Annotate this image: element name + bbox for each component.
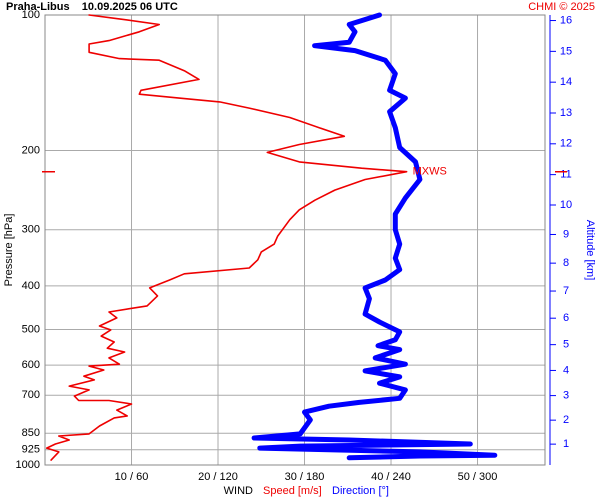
y2-tick-label: 6 xyxy=(563,312,569,324)
x-tick-label: 20 / 120 xyxy=(198,471,238,483)
y-tick-label: 400 xyxy=(22,280,40,292)
credit: CHMI © 2025 xyxy=(528,1,595,13)
y2-tick-label: 3 xyxy=(563,390,569,402)
x-tick-label: 10 / 60 xyxy=(115,471,149,483)
y-tick-label: 925 xyxy=(22,444,40,456)
y2-tick-label: 11 xyxy=(560,169,571,181)
chart-title: Praha-Libus 10.09.2025 06 UTC xyxy=(6,1,178,13)
y2-tick-label: 7 xyxy=(563,285,569,297)
legend-entry: Direction [°] xyxy=(332,485,389,497)
y2-tick-label: 5 xyxy=(563,339,569,351)
y2-tick-label: 2 xyxy=(563,414,569,426)
y2-tick-label: 4 xyxy=(563,364,569,376)
plot-frame xyxy=(44,14,546,466)
y-tick-label: 300 xyxy=(22,224,40,236)
series-line xyxy=(45,14,408,461)
x-tick-label: 30 / 180 xyxy=(285,471,325,483)
y2-tick-label: 9 xyxy=(563,228,569,240)
y2-tick-label: 13 xyxy=(560,107,572,119)
series-line xyxy=(251,12,498,461)
y-axis-label: Pressure [hPa] xyxy=(3,214,15,287)
y2-tick-label: 12 xyxy=(560,138,572,150)
y2-axis-label: Altitude [km] xyxy=(584,220,596,281)
y2-tick-label: 8 xyxy=(563,257,569,269)
x-tick-label: 50 / 300 xyxy=(458,471,498,483)
y2-tick-label: 10 xyxy=(560,199,572,211)
x-axis-label: WIND xyxy=(224,485,253,497)
legend-entry: Speed [m/s] xyxy=(263,485,322,497)
y-tick-label: 500 xyxy=(22,323,40,335)
y2-tick-label: 14 xyxy=(560,76,572,88)
y-tick-label: 850 xyxy=(22,427,40,439)
y-tick-label: 600 xyxy=(22,359,40,371)
y-tick-label: 700 xyxy=(22,389,40,401)
y-tick-label: 1000 xyxy=(16,459,40,471)
y2-tick-label: 15 xyxy=(560,45,572,57)
y-tick-label: 200 xyxy=(22,144,40,156)
y2-tick-label: 16 xyxy=(560,14,572,26)
x-tick-label: 40 / 240 xyxy=(371,471,411,483)
y2-tick-label: 1 xyxy=(563,438,569,450)
max-wind-label: MXWS xyxy=(413,166,447,178)
y-tick-label: 100 xyxy=(22,9,40,21)
